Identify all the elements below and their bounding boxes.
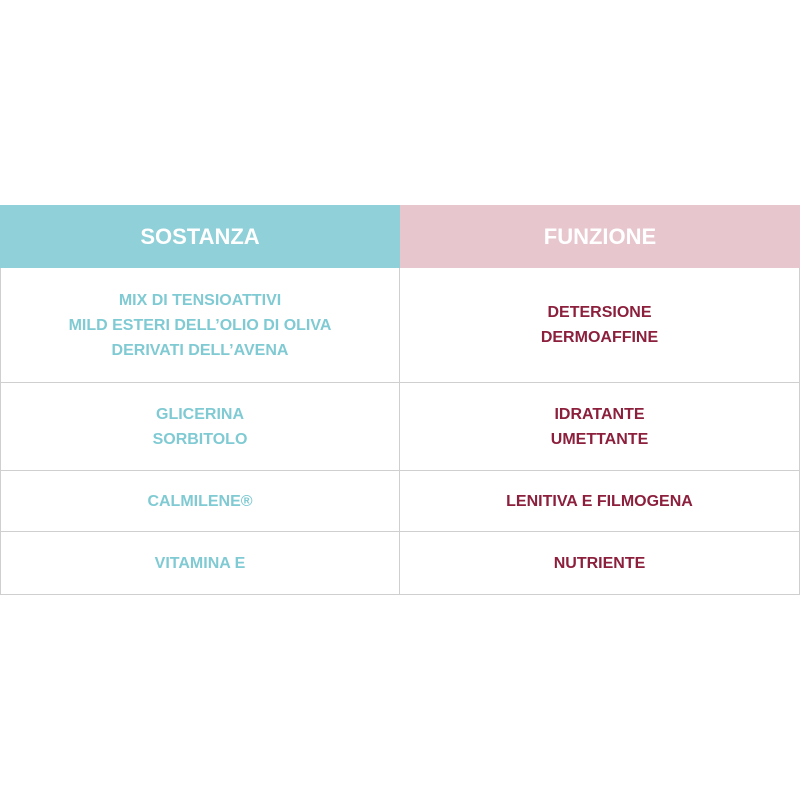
table-row: MIX DI TENSIOATTIVI MILD ESTERI DELL’OLIO… (0, 268, 800, 383)
cell-line: NUTRIENTE (553, 554, 646, 572)
cell-line: UMETTANTE (550, 430, 649, 448)
table-cell: CALMILENE® (0, 471, 400, 531)
table-cell: LENITIVA E FILMOGENA (400, 471, 800, 531)
table-cell: NUTRIENTE (400, 532, 800, 594)
table-row: VITAMINA E NUTRIENTE (0, 532, 800, 595)
cell-line: VITAMINA E (154, 554, 246, 572)
table: SOSTANZA FUNZIONE MIX DI TENSIOATTIVI MIL… (0, 205, 800, 595)
cell-line: SORBITOLO (152, 430, 248, 448)
cell-line: DETERSIONE (547, 304, 652, 321)
cell-line: GLICERINA (156, 405, 244, 423)
cell-line: MIX DI TENSIOATTIVI (118, 291, 282, 309)
header-row: SOSTANZA FUNZIONE (0, 205, 800, 268)
table-cell: GLICERINA SORBITOLO (0, 383, 400, 470)
cell-line: DERMOAFFINE (540, 329, 659, 346)
cell-line: MILD ESTERI DELL’OLIO DI OLIVA (68, 316, 332, 334)
cell-line: LENITIVA E FILMOGENA (506, 492, 693, 510)
table-cell: IDRATANTE UMETTANTE (400, 383, 800, 470)
header-cell: SOSTANZA (0, 205, 400, 268)
table-row: CALMILENE® LENITIVA E FILMOGENA (0, 471, 800, 532)
cell-line: DERIVATI DELL’AVENA (111, 341, 289, 359)
cell-line: IDRATANTE (554, 405, 645, 423)
table-cell: VITAMINA E (0, 532, 400, 594)
cell-line: CALMILENE® (147, 492, 253, 510)
table-cell: MIX DI TENSIOATTIVI MILD ESTERI DELL’OLIO… (0, 268, 400, 382)
header-cell: FUNZIONE (400, 205, 800, 268)
table-cell: DETERSIONE DERMOAFFINE (400, 268, 800, 382)
table-row: GLICERINA SORBITOLO IDRATANTE UMETTANTE (0, 383, 800, 471)
